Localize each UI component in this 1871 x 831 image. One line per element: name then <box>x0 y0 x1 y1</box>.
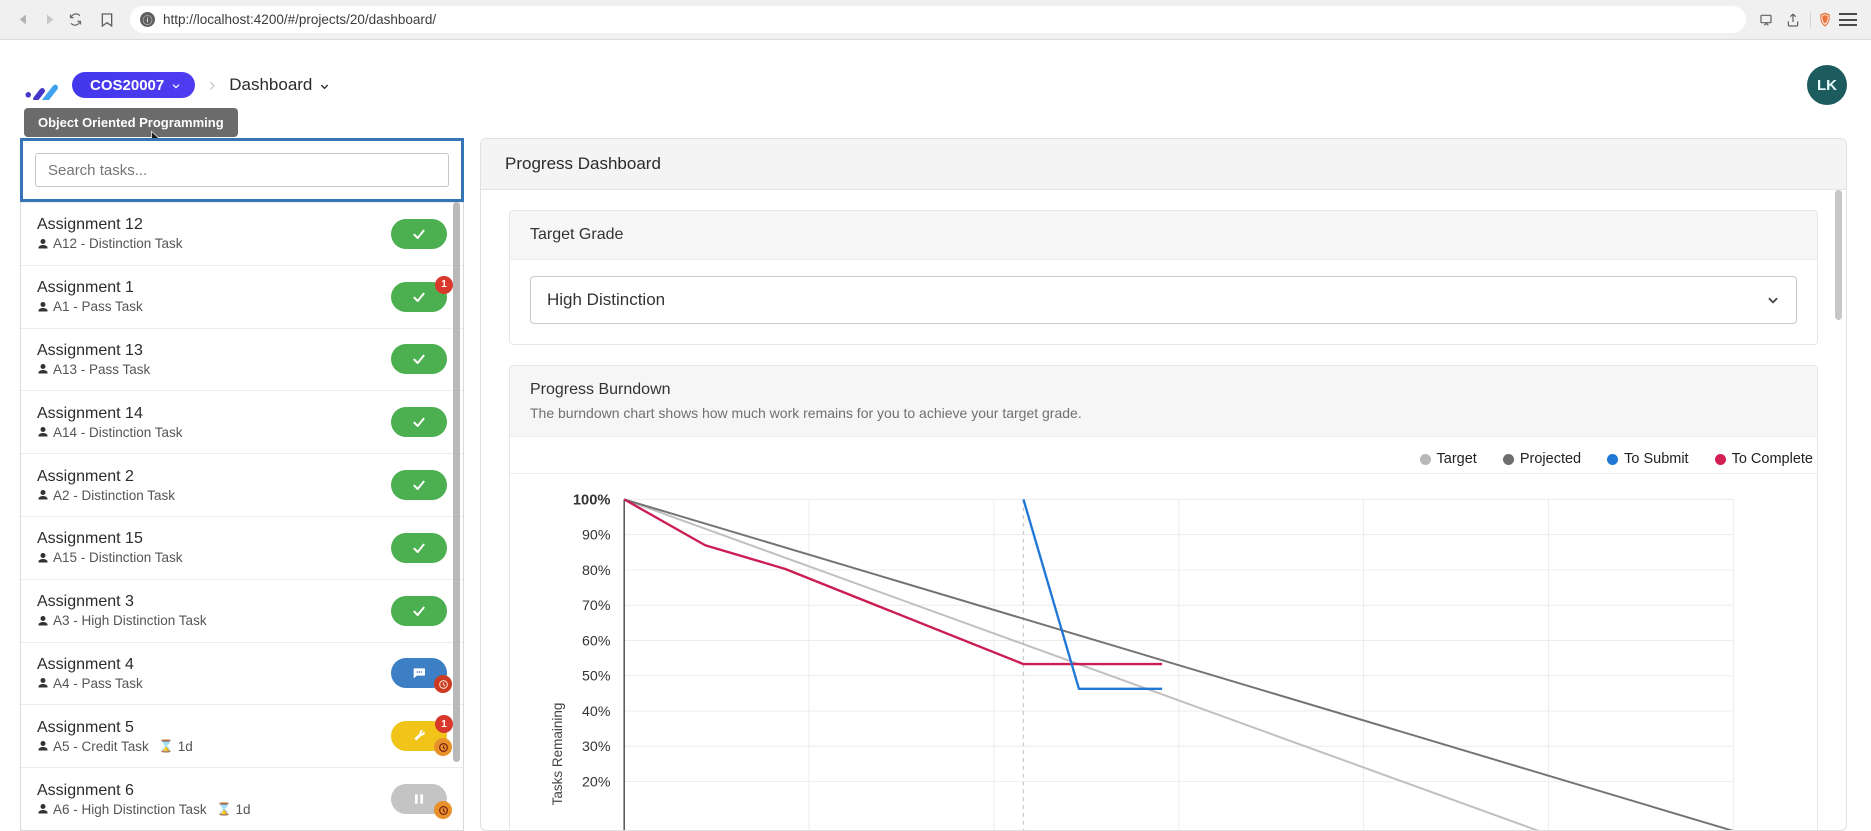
svg-text:40%: 40% <box>582 704 611 720</box>
svg-text:30%: 30% <box>582 739 611 755</box>
svg-text:50%: 50% <box>582 669 611 685</box>
svg-text:90%: 90% <box>582 528 611 544</box>
svg-text:100%: 100% <box>573 492 611 508</box>
svg-text:70%: 70% <box>582 598 611 614</box>
svg-text:60%: 60% <box>582 633 611 649</box>
svg-text:20%: 20% <box>582 774 611 790</box>
svg-text:80%: 80% <box>582 563 611 579</box>
